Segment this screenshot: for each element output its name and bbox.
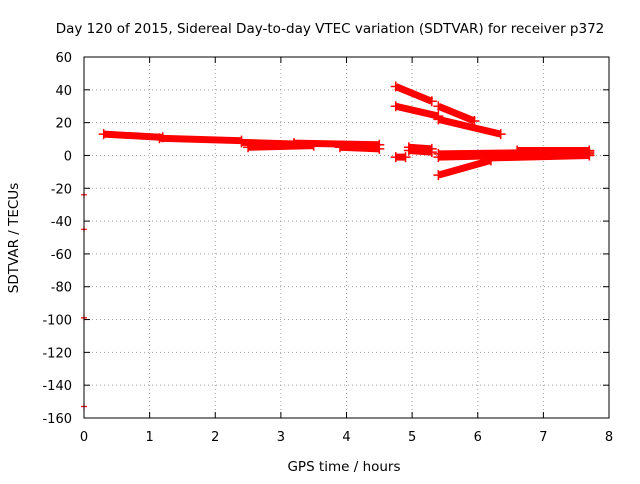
y-tick-label: 20 [55, 117, 72, 132]
data-series [81, 81, 595, 410]
x-tick-label: 5 [408, 430, 416, 445]
x-tick-label: 0 [80, 430, 88, 445]
data-run-band [394, 83, 434, 105]
data-point-marker [390, 101, 401, 112]
data-point-marker [433, 148, 444, 159]
data-run [403, 145, 437, 158]
axis-ticks: 0 1 2 3 4 5 6 7 8 -160 -140 -120 -100 -80 -60 -40 -20 0 20… [42, 51, 613, 445]
data-run [334, 142, 385, 154]
data-run [154, 133, 247, 146]
data-run-band [394, 102, 440, 120]
data-run-band [293, 139, 380, 149]
data-run-band [437, 102, 476, 125]
data-run [512, 145, 595, 156]
data-point-marker [390, 81, 401, 92]
data-point-marker [289, 138, 299, 149]
data-run-band [490, 151, 590, 162]
data-run [98, 129, 168, 143]
grid [84, 57, 609, 418]
data-point-marker [390, 152, 401, 163]
x-tick-label: 6 [474, 430, 482, 445]
data-point-marker [426, 96, 437, 107]
data-point-marker [495, 129, 506, 140]
data-point-marker [403, 145, 414, 156]
x-tick-label: 2 [211, 430, 219, 445]
y-tick-label: -160 [42, 412, 72, 427]
y-tick-label: -60 [51, 248, 72, 263]
x-tick-label: 7 [539, 430, 547, 445]
y-tick-label: -20 [51, 182, 72, 197]
data-point-marker [433, 101, 444, 112]
y-tick-label: -120 [42, 346, 72, 361]
y-tick-label: -80 [51, 281, 72, 296]
data-run [390, 101, 444, 122]
data-run-band [159, 134, 242, 145]
data-point-marker [433, 170, 444, 181]
data-point-marker [426, 147, 437, 158]
y-tick-label: 40 [55, 84, 72, 99]
data-point-marker [236, 137, 247, 148]
data-point-marker [374, 143, 385, 154]
data-point-marker [469, 115, 480, 126]
y-tick-label: -100 [42, 314, 72, 329]
data-point-marker [243, 142, 254, 153]
x-tick-label: 8 [605, 430, 613, 445]
data-point-marker [98, 129, 109, 140]
data-point-marker [584, 145, 595, 156]
data-point-marker [433, 114, 444, 125]
y-axis-label: SDTVAR / TECUs [6, 183, 22, 293]
data-run-band [437, 157, 492, 179]
data-point-marker [154, 133, 165, 144]
y-tick-label: 60 [55, 51, 72, 66]
data-point-marker [400, 152, 411, 163]
data-point-marker [485, 152, 496, 163]
chart-title: Day 120 of 2015, Sidereal Day-to-day VTE… [56, 21, 605, 37]
data-run-band [103, 130, 163, 141]
y-tick-label: 0 [64, 149, 72, 164]
x-tick-label: 4 [342, 430, 350, 445]
data-run [390, 152, 411, 163]
x-axis-label: GPS time / hours [287, 459, 400, 475]
data-run [433, 114, 506, 140]
x-tick-label: 1 [145, 430, 153, 445]
data-run [390, 81, 437, 107]
data-run [289, 138, 385, 150]
series-sdtvar [81, 81, 595, 410]
x-tick-label: 3 [277, 430, 285, 445]
data-point-marker [512, 145, 523, 156]
data-run-band [437, 115, 502, 138]
data-run-band [339, 143, 380, 153]
data-point-marker [334, 142, 345, 153]
y-tick-label: -40 [51, 215, 72, 230]
y-tick-label: -140 [42, 379, 72, 394]
data-run [433, 101, 480, 126]
plot-frame [83, 56, 610, 419]
